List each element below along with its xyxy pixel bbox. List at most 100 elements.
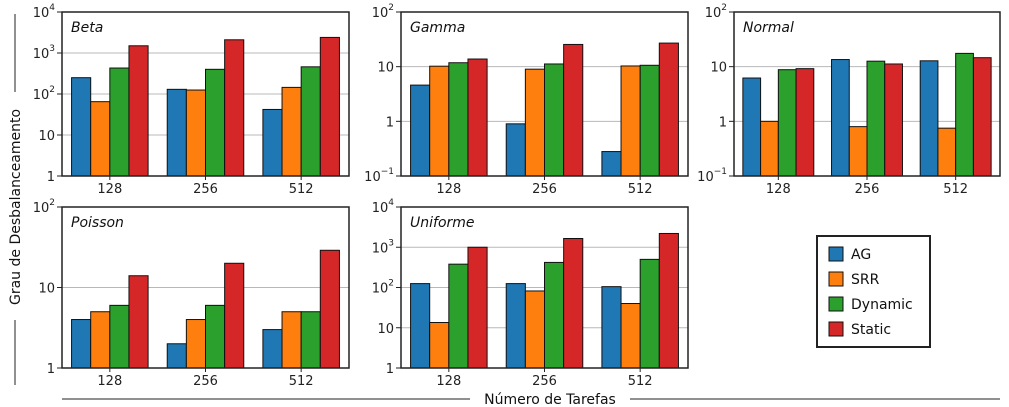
gamma-xtick-label: 256 (532, 182, 557, 197)
poisson-ytick-label: 10 (38, 282, 55, 297)
subplot-beta: 1 10 102 103 104 128 256 512 Beta (33, 3, 350, 197)
beta-bar-static-256 (224, 39, 245, 177)
normal-ytick-label: 10 (710, 61, 727, 76)
poisson-bar-srr-256 (185, 319, 207, 369)
poisson-ytick-label: 1 (47, 362, 55, 377)
gamma-bar-srr-512 (620, 65, 641, 177)
uniforme-bar-static-512 (658, 232, 679, 369)
beta-ytick-label: 1 (47, 170, 55, 185)
subplot-gamma: 10−1 1 10 102 128 256 512 Gamma (364, 3, 689, 197)
normal-bar-ag-128 (742, 77, 762, 177)
gamma-frame (400, 11, 689, 177)
normal-xtick-label: 128 (766, 182, 791, 197)
subplot-uniforme: 1 10 102 103 104 128 256 512 Uniforme (372, 198, 689, 389)
uniforme-xtick-label: 256 (532, 374, 557, 389)
legend: AG SRR Dynamic Static (816, 235, 931, 348)
normal-bar-static-128 (795, 68, 815, 177)
gamma-bar-dynamic-256 (544, 63, 565, 177)
uniforme-bar-static-256 (563, 237, 584, 369)
beta-bar-ag-256 (166, 88, 187, 177)
beta-bar-srr-512 (281, 86, 302, 177)
uniforme-bar-ag-256 (505, 283, 526, 369)
uniforme-bar-dynamic-512 (639, 258, 660, 369)
gamma-ytick-label: 10−1 (364, 167, 394, 185)
poisson-bar-dynamic-128 (109, 304, 130, 369)
uniforme-ytick-label: 102 (372, 279, 394, 297)
uniforme-ytick-label: 104 (372, 198, 395, 216)
uniforme-xtick-label: 128 (436, 374, 461, 389)
legend-swatch-ag (828, 246, 844, 262)
beta-xtick-label: 128 (97, 182, 122, 197)
gamma-ytick-label: 10 (377, 61, 394, 76)
poisson-xtick-label: 128 (97, 374, 122, 389)
poisson-bar-static-512 (319, 249, 340, 369)
poisson-bar-srr-128 (90, 311, 111, 369)
normal-bar-ag-512 (919, 60, 939, 177)
poisson-bar-static-256 (224, 262, 245, 369)
gamma-bar-static-256 (563, 43, 584, 177)
normal-bar-dynamic-512 (955, 52, 974, 177)
beta-xtick-label: 512 (289, 182, 314, 197)
poisson-bar-dynamic-512 (300, 311, 321, 369)
gamma-bar-ag-512 (601, 151, 622, 177)
gamma-xtick-label: 512 (628, 182, 653, 197)
poisson-bar-ag-512 (262, 329, 283, 369)
poisson-xtick-label: 512 (289, 374, 314, 389)
gamma-bar-srr-256 (524, 68, 545, 177)
poisson-bar-ag-256 (166, 343, 187, 369)
gamma-bar-dynamic-512 (639, 64, 660, 177)
legend-label-ag: AG (851, 247, 871, 263)
uniforme-bar-srr-512 (620, 303, 641, 369)
legend-label-dynamic: Dynamic (851, 297, 913, 313)
poisson-frame (61, 206, 350, 369)
normal-ytick-label: 102 (705, 3, 727, 21)
beta-title: Beta (71, 20, 103, 36)
legend-label-static: Static (851, 322, 891, 338)
beta-ytick-label: 104 (33, 3, 56, 21)
beta-bar-ag-128 (71, 77, 92, 177)
uniforme-bar-dynamic-256 (544, 261, 565, 369)
beta-xtick-label: 256 (193, 182, 218, 197)
normal-bar-srr-512 (937, 127, 957, 177)
legend-swatch-srr (828, 271, 844, 287)
beta-bar-srr-256 (185, 89, 207, 177)
gamma-xtick-label: 128 (436, 182, 461, 197)
gamma-bar-static-128 (467, 58, 488, 177)
beta-ytick-label: 10 (38, 129, 55, 144)
uniforme-ytick-label: 1 (386, 362, 394, 377)
beta-bar-ag-512 (262, 108, 283, 177)
normal-bar-static-256 (884, 63, 903, 177)
beta-bar-dynamic-256 (205, 68, 226, 177)
subplot-poisson: 1 10 102 128 256 512 Poisson (33, 198, 350, 389)
legend-swatch-static (828, 321, 844, 337)
subplot-normal: 10−1 1 10 102 128 256 512 Normal (697, 3, 1001, 197)
beta-bar-dynamic-512 (300, 66, 321, 177)
normal-ytick-label: 10−1 (697, 167, 727, 185)
normal-frame (733, 11, 1001, 177)
uniforme-bar-dynamic-128 (448, 263, 469, 369)
normal-bar-dynamic-128 (777, 69, 797, 177)
uniforme-frame (400, 206, 689, 369)
beta-ytick-label: 103 (33, 44, 55, 62)
gamma-bar-srr-128 (429, 65, 450, 177)
normal-title: Normal (743, 20, 794, 36)
normal-xtick-label: 512 (943, 182, 968, 197)
uniforme-bar-ag-512 (601, 286, 622, 369)
normal-bar-srr-256 (848, 126, 868, 177)
poisson-title: Poisson (71, 215, 124, 231)
uniforme-bar-srr-256 (524, 290, 545, 369)
gamma-title: Gamma (410, 20, 465, 36)
normal-ytick-label: 1 (719, 115, 727, 130)
poisson-xtick-label: 256 (193, 374, 218, 389)
uniforme-bar-static-128 (467, 246, 488, 369)
normal-bar-ag-256 (831, 59, 850, 177)
normal-bar-dynamic-256 (866, 60, 886, 177)
normal-bar-static-512 (972, 57, 992, 177)
beta-bar-static-512 (319, 36, 340, 177)
beta-ytick-label: 102 (33, 85, 55, 103)
uniforme-title: Uniforme (410, 215, 475, 231)
uniforme-ytick-label: 103 (372, 238, 394, 256)
uniforme-bar-ag-128 (410, 283, 431, 369)
beta-bar-static-128 (128, 45, 149, 177)
